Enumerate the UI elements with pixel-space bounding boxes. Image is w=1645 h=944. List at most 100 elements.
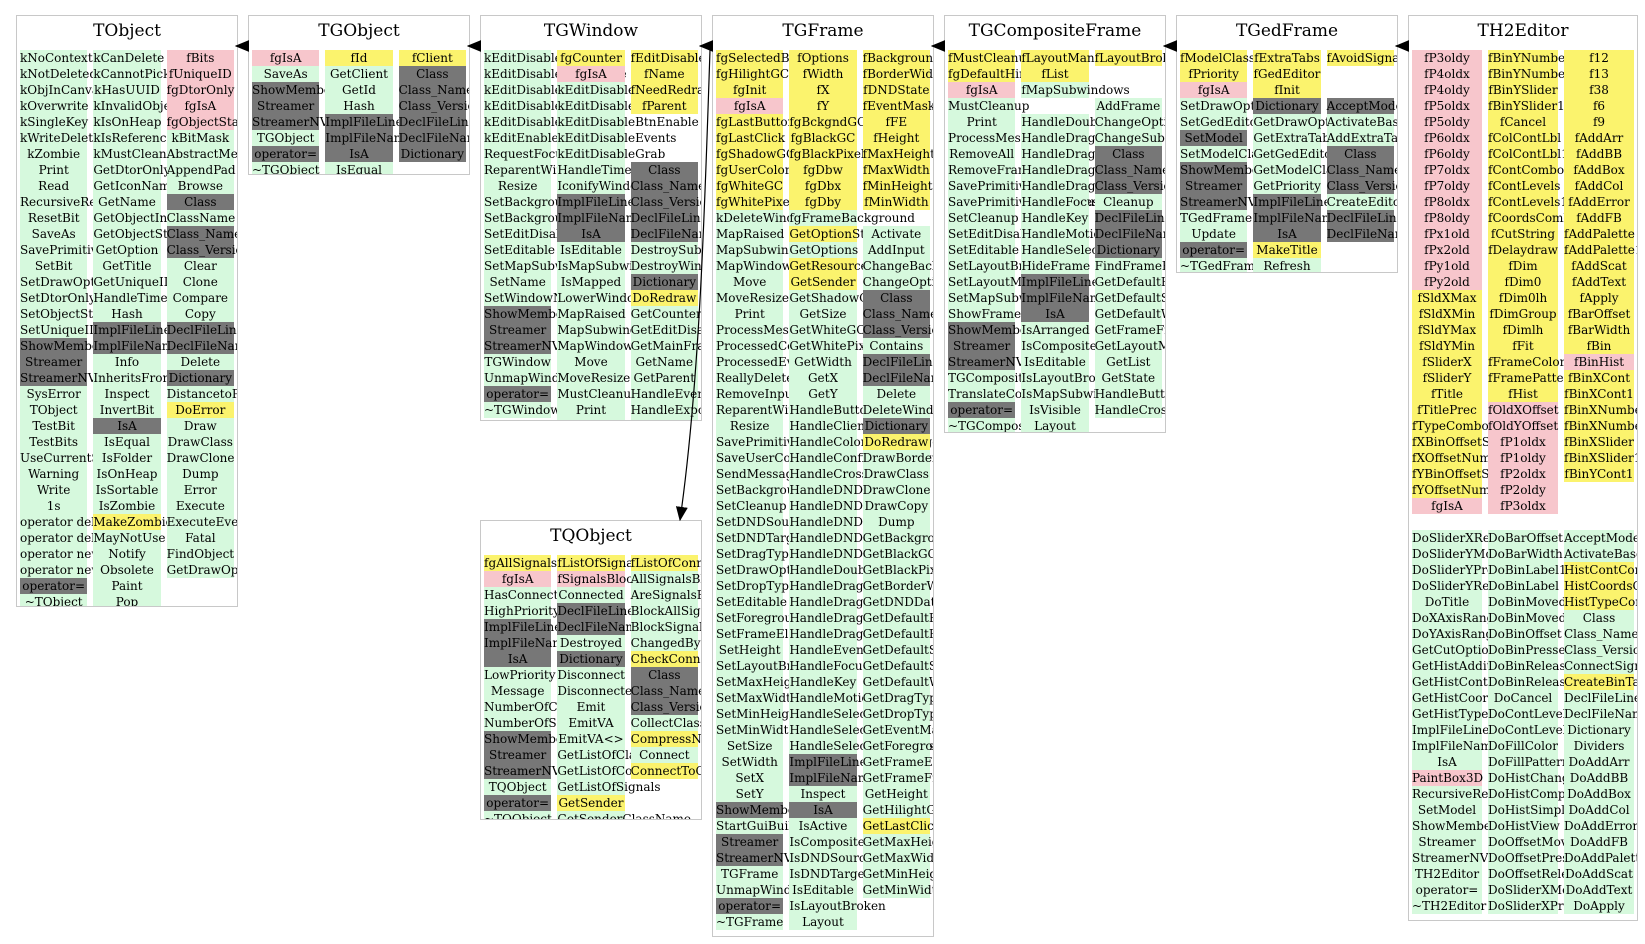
member-dobinmoved: DoBinMoved — [1488, 594, 1567, 610]
member-fbinxslider1: fBinXSlider1 — [1564, 450, 1638, 466]
member-handledragenter: HandleDragEnter — [789, 594, 898, 610]
member-fcontlevels1: fContLevels1 — [1488, 194, 1568, 210]
member-setminwidth: SetMinWidth — [716, 722, 797, 738]
member-column: fBinYNumberEntry fBinYNumberEntry1 fBinYSl… — [1485, 50, 1613, 920]
member-getuniqueid: GetUniqueID — [93, 274, 174, 290]
member-compressname: CompressName — [630, 731, 702, 747]
member-setmapsubwindows: SetMapSubwindows — [948, 290, 1073, 306]
member-doredraw: DoRedraw — [630, 290, 698, 306]
member-setbit: SetBit — [20, 258, 88, 274]
member-handlefocuschange: HandleFocusChange — [789, 658, 916, 674]
member-khasuuid: kHasUUID — [93, 82, 161, 98]
member-declfileline: DeclFileLine — [630, 210, 702, 226]
member-acceptmodel: AcceptModel — [1564, 530, 1638, 546]
member-getframeelement: GetFrameElement — [862, 754, 933, 770]
member-fbin: fBin — [1564, 338, 1634, 354]
member-fmodelclass: fModelClass — [1180, 50, 1256, 66]
member-getobjectinfo: GetObjectInfo — [93, 210, 179, 226]
member-fsldymax: fSldYMax — [1412, 322, 1482, 338]
member-isfolder: IsFolder — [93, 450, 161, 466]
member--tobject: ~TObject — [20, 594, 88, 606]
member-fghilightgc: fgHilightGC — [716, 66, 790, 82]
member-dohistsimple: DoHistSimple — [1488, 802, 1573, 818]
member-implfileline: ImplFileLine — [1021, 274, 1099, 290]
member-fsldymin: fSldYMin — [1412, 338, 1482, 354]
member-column: fModelClass fPriority fgIsA SetDrawOption Se… — [1177, 50, 1290, 273]
member-histtypecombo: HistTypeCombo — [1564, 594, 1637, 610]
member-fgusercolor: fgUserColor — [716, 162, 791, 178]
member-getcounter: GetCounter — [630, 306, 702, 322]
member-ftypecombo: fTypeCombo — [1412, 418, 1489, 434]
member-handledoubleclick: HandleDoubleClick — [789, 562, 908, 578]
member-tgobject: TGObject — [252, 130, 320, 146]
member-handledoubleclick: HandleDoubleClick — [1021, 114, 1140, 130]
member-declfilename: DeclFileName — [1326, 226, 1397, 242]
member-requestfocus: RequestFocus — [484, 146, 570, 162]
member-columns: fP3oldy fP4oldx fP4oldy fP5oldx fP5oldy fP6ol… — [1409, 50, 1637, 920]
member-fname: fName — [630, 66, 698, 82]
member-getsize: GetSize — [789, 306, 857, 322]
member-error: Error — [166, 482, 234, 498]
member-fx: fX — [789, 82, 857, 98]
member-getdefaultwidth: GetDefaultWidth — [1094, 306, 1165, 322]
member-fgisa: fgIsA — [716, 98, 784, 114]
member-browse: Browse — [166, 178, 234, 194]
member-setframeelement: SetFrameElement — [716, 626, 827, 642]
member-implfilename: ImplFileName — [1412, 738, 1499, 754]
member-tqobject: TQObject — [484, 779, 552, 795]
member-class-version: Class_Version — [630, 194, 701, 210]
member-operator-delete: operator delete — [20, 514, 115, 530]
member-streamer: Streamer — [20, 354, 88, 370]
member-fp6oldy: fP6oldy — [1412, 146, 1482, 162]
member-blank — [1327, 66, 1394, 82]
member-update: Update — [1180, 226, 1248, 242]
member-emit: Emit — [557, 699, 625, 715]
member-implfileline: ImplFileLine — [789, 754, 867, 770]
member-doxaxisrange: DoXAxisRange — [1412, 610, 1502, 626]
member-saveas: SaveAs — [20, 226, 88, 242]
member-setsize: SetSize — [716, 738, 784, 754]
member-inspect: Inspect — [789, 786, 857, 802]
member-sety: SetY — [716, 786, 784, 802]
member-getdtoronly: GetDtorOnly — [93, 162, 171, 178]
member-kisonheap: kIsOnHeap — [93, 114, 162, 130]
member-implfileline: ImplFileLine — [325, 114, 403, 130]
member-operator-: operator= — [20, 578, 88, 594]
member--th2editor: ~TH2Editor — [1412, 898, 1487, 914]
member--tgedframe: ~TGedFrame — [1180, 258, 1263, 273]
member-declfilename: DeclFileName — [1564, 706, 1637, 722]
member-doadderror: DoAddError — [1564, 818, 1638, 834]
member-faddbb: fAddBB — [1564, 146, 1634, 162]
member-handletimer: HandleTimer — [557, 162, 638, 178]
member-isvisible: IsVisible — [1021, 402, 1089, 418]
member-fp5oldx: fP5oldx — [1412, 98, 1482, 114]
member-class-version: Class_Version — [862, 322, 933, 338]
member-ksinglekey: kSingleKey — [20, 114, 89, 130]
member-streamer: Streamer — [484, 322, 552, 338]
member-dump: Dump — [166, 466, 234, 482]
member-handledndfinished: HandleDNDFinished — [789, 514, 916, 530]
member-fclient: fClient — [398, 50, 466, 66]
member-fadderror: fAddError — [1564, 194, 1634, 210]
member-fpx2old: fPx2old — [1412, 242, 1482, 258]
member-isa: IsA — [484, 651, 552, 667]
member-streamer: Streamer — [716, 834, 784, 850]
member-maketitle: MakeTitle — [1253, 242, 1321, 258]
member-faddfb: fAddFB — [1564, 210, 1634, 226]
member-iseditable: IsEditable — [557, 242, 625, 258]
member-dobinoffset: DoBinOffset — [1488, 626, 1562, 642]
member-moveresize: MoveResize — [557, 370, 631, 386]
member-fdim0lh: fDim0lh — [1488, 290, 1558, 306]
member-getblackpixel: GetBlackPixel — [862, 562, 933, 578]
member-faddtext: fAddText — [1564, 274, 1634, 290]
member-setlayoutbroken: SetLayoutBroken — [716, 658, 822, 674]
member-gethisttypelabel: GetHistTypeLabel — [1412, 706, 1523, 722]
member-fy: fY — [789, 98, 857, 114]
member-streamernvirtual: StreamerNVirtual — [1180, 194, 1290, 210]
member-feditdisabled: fEditDisabled — [630, 50, 701, 66]
member-executeevent: ExecuteEvent — [166, 514, 238, 530]
member-setheight: SetHeight — [716, 642, 784, 658]
member-changeoptions: ChangeOptions — [1094, 114, 1165, 130]
member-fbinynumberentry1: fBinYNumberEntry1 — [1488, 66, 1613, 82]
member-setdragtype: SetDragType — [716, 546, 796, 562]
